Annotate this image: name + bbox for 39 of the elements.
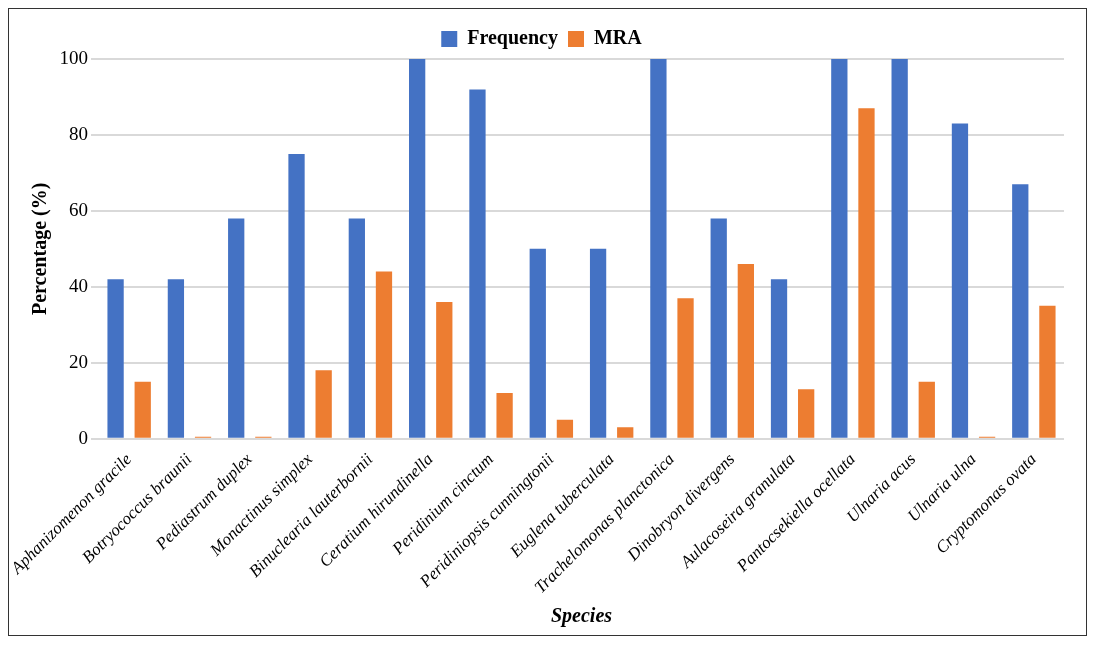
y-tick-label: 0 [78,426,88,448]
bar [228,218,245,438]
bar [1012,184,1029,438]
bar [496,393,513,438]
y-tick-label: 80 [69,122,88,144]
bar [315,370,332,438]
y-tick-label: 100 [59,46,88,68]
bar [737,264,754,438]
y-tick-label: 40 [69,274,88,296]
bar [770,279,788,438]
bar [375,271,393,438]
bar [798,389,815,438]
x-axis-title: Species [550,604,613,628]
bar [348,218,365,438]
bar [918,381,935,438]
bar [556,419,574,438]
bar [677,298,694,438]
bar [409,59,426,438]
bar [529,248,546,438]
y-tick-label: 20 [69,350,88,372]
bar [710,218,727,438]
bar [589,248,607,438]
bar [436,302,453,438]
bar [891,59,908,438]
y-tick-label: 60 [69,198,88,220]
y-axis-title: Percentage (%) [27,182,51,316]
legend-label: MRA [593,26,643,49]
bar [288,153,305,438]
bar [1039,305,1056,438]
bar [167,279,185,438]
legend-label: Frequency [467,26,558,50]
bar [858,108,875,438]
bar [617,427,634,438]
bar [951,123,969,438]
bar [107,279,124,438]
bar [650,59,667,438]
bar [134,381,151,438]
bar [831,59,848,438]
bar [469,89,486,438]
